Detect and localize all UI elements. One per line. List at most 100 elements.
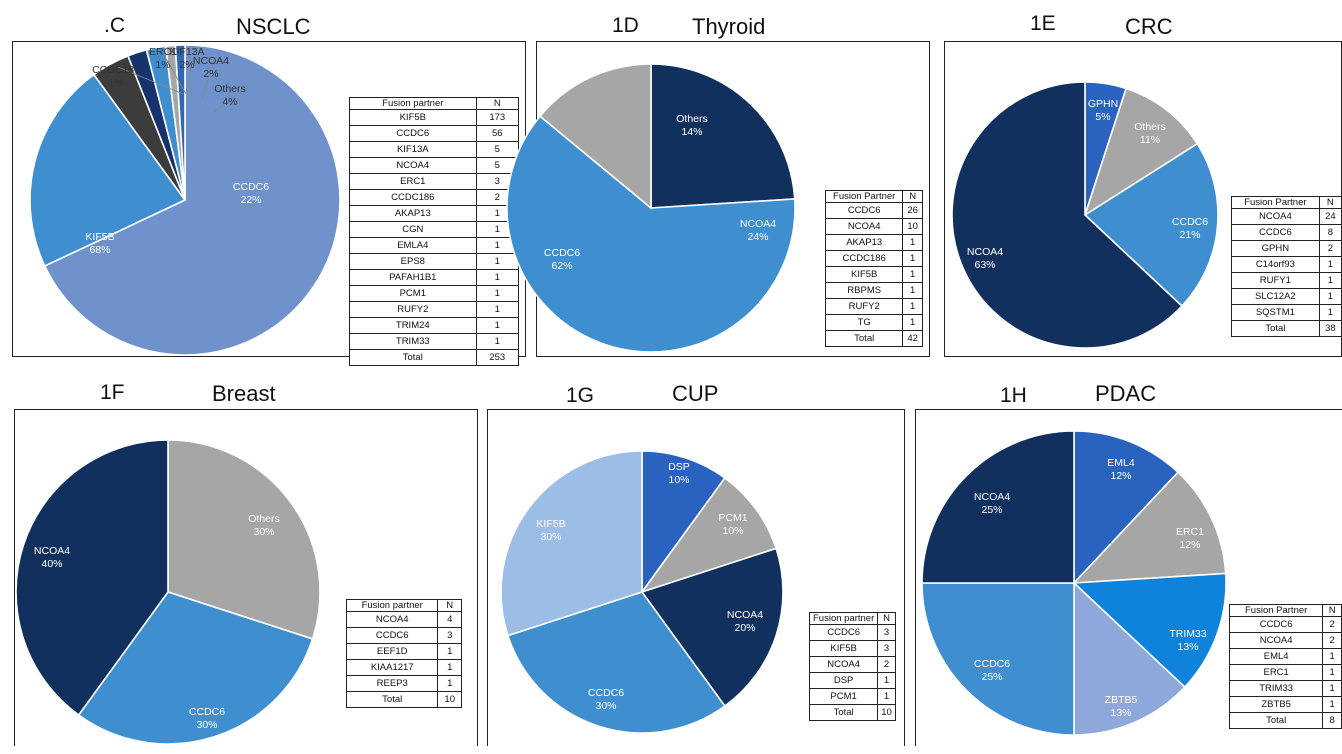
table-cell: CCDC6	[1231, 224, 1320, 241]
slice-label-zbtb5: ZBTB5 13%	[1105, 694, 1138, 719]
table-row: KIF5B 173	[349, 109, 520, 126]
table-row: TRIM33 1	[1228, 680, 1342, 697]
table-row: NCOA4 2	[1228, 632, 1342, 649]
pie-slice-ncoa4	[921, 430, 1075, 584]
slice-label-ccdc6: CCDC6 25%	[974, 658, 1010, 683]
table-header-cell: Fusion partner	[345, 599, 439, 612]
pie-chart-breast: Others 30% CCDC6 30% NCOA4 40%	[15, 439, 321, 745]
slice-label-others: Others 4%	[214, 83, 246, 108]
fusion-table-cup: Fusion partner N CCDC6 3 KIF5B 3 NCOA4 2 DSP 1 PCM…	[808, 612, 896, 721]
slice-label-ncoa4: NCOA4 2%	[193, 55, 229, 80]
table-header-cell: Fusion Partner	[824, 190, 904, 203]
pie-chart-nsclc: KIF5B 68% CCDC6 22% Others 4% NCOA4 2%KIF13A 2%E…	[29, 44, 341, 356]
table-row: PAFAH1B1 1	[349, 269, 520, 286]
slice-label-ncoa4: NCOA4 40%	[34, 545, 70, 570]
table-row: RUFY1 1	[1231, 272, 1342, 289]
pie-slice-kif5b	[43, 44, 341, 356]
table-row: EML4 1	[1228, 648, 1342, 665]
table-cell: Total	[824, 330, 904, 347]
slice-label-erc1: ERC1 12%	[1176, 526, 1204, 551]
table-cell: 1	[437, 675, 462, 692]
table-row: KIAA1217 1	[345, 659, 462, 676]
table-cell: RBPMS	[824, 282, 904, 299]
table-header-row: Fusion Partner N	[1228, 604, 1342, 617]
leader-line	[117, 66, 184, 95]
pie-slice-ccdc6	[77, 591, 314, 745]
table-cell: Total	[349, 349, 477, 366]
table-cell: 3	[877, 640, 896, 657]
table-cell: C14orf93	[1231, 256, 1320, 273]
table-cell: CCDC6	[824, 202, 904, 219]
pie-slice-erc1	[1072, 471, 1227, 584]
table-cell: 3	[877, 624, 896, 641]
table-cell: 3	[437, 627, 462, 644]
table-cell: 2	[1322, 632, 1342, 649]
table-header-row: Fusion partner N	[808, 612, 896, 625]
slice-label-others: Others 14%	[676, 113, 708, 138]
table-row: EEF1D 1	[345, 643, 462, 660]
table-cell: 8	[1322, 712, 1342, 729]
table-cell: EMLA4	[349, 237, 477, 254]
slice-label-pcm1: PCM1 10%	[718, 512, 747, 537]
table-row: RUFY2 1	[824, 298, 923, 315]
table-header-cell: N	[1322, 604, 1342, 617]
table-cell: RUFY2	[349, 301, 477, 318]
slice-label-kif13a: KIF13A 2%	[169, 46, 204, 71]
pie-slice-ccdc186	[174, 44, 186, 201]
table-cell: TG	[824, 314, 904, 331]
slice-label-dsp: DSP 10%	[668, 461, 690, 486]
leader-line	[213, 87, 247, 113]
slice-label-others: Others 11%	[1134, 121, 1166, 146]
table-row: CCDC6 26	[824, 202, 923, 219]
table-header-row: Fusion Partner N	[824, 190, 923, 203]
table-cell: PCM1	[808, 688, 879, 705]
table-cell: 10	[902, 218, 923, 235]
table-row: EMLA4 1	[349, 237, 520, 254]
panel-label: 1D	[612, 14, 639, 37]
pie-slice-ccdc6	[506, 591, 726, 734]
table-row: Total 10	[808, 704, 896, 721]
table-cell: 1	[437, 643, 462, 660]
table-row: Total 10	[345, 691, 462, 708]
table-cell: GPHN	[1231, 240, 1320, 257]
pie-slice-eml4	[1073, 430, 1180, 586]
table-row: C14orf93 1	[1231, 256, 1342, 273]
table-row: CCDC6 2	[1228, 616, 1342, 633]
table-row: SLC12A2 1	[1231, 288, 1342, 305]
table-cell: CCDC186	[349, 189, 477, 206]
panel-label: 1H	[1000, 384, 1027, 407]
table-cell: Total	[345, 691, 439, 708]
table-row: NCOA4 4	[345, 611, 462, 628]
table-cell: 1	[902, 234, 923, 251]
table-row: NCOA4 5	[349, 157, 520, 174]
pie-slice-ccdc6	[29, 73, 187, 268]
table-cell: ZBTB5	[1228, 696, 1324, 713]
slice-label-trim33: TRIM33 13%	[1169, 628, 1207, 653]
pie-slice-ncoa4	[650, 63, 796, 209]
slice-label-gphn: GPHN 5%	[1088, 98, 1118, 123]
table-cell: 1	[877, 672, 896, 689]
slice-label-kif5b: KIF5B 68%	[85, 231, 114, 256]
fusion-table-crc: Fusion Partner N NCOA4 24 CCDC6 8 GPHN 2 C14orf9…	[1231, 196, 1342, 337]
table-row: DSP 1	[808, 672, 896, 689]
slice-label-ncoa4: NCOA4 63%	[967, 246, 1003, 271]
table-cell: Total	[1228, 712, 1324, 729]
table-row: SQSTM1 1	[1231, 304, 1342, 321]
panel-label: 1E	[1030, 12, 1056, 35]
table-cell: 26	[902, 202, 923, 219]
table-cell: 2	[1318, 240, 1342, 257]
table-row: AKAP13 1	[349, 205, 520, 222]
panel-label: 1F	[100, 381, 125, 404]
pie-chart-thyroid: NCOA4 24% CCDC6 62% Others 14%	[506, 63, 796, 353]
table-cell: AKAP13	[824, 234, 904, 251]
table-cell: 10	[877, 704, 896, 721]
table-cell: TRIM33	[1228, 680, 1324, 697]
table-row: TG 1	[824, 314, 923, 331]
table-header-row: Fusion Partner N	[1231, 196, 1342, 209]
table-row: NCOA4 2	[808, 656, 896, 673]
table-header-row: Fusion partner N	[349, 97, 520, 110]
pie-slice-dsp	[641, 450, 726, 595]
table-cell: ERC1	[1228, 664, 1324, 681]
pie-slice-ccdc6	[506, 115, 796, 353]
table-cell: ERC1	[349, 173, 477, 190]
